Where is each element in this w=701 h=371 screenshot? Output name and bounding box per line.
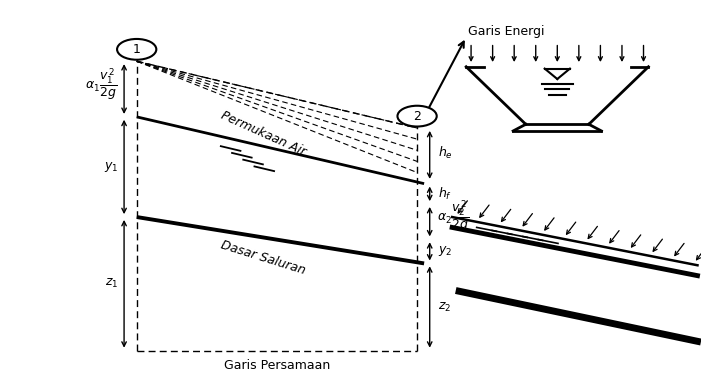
Text: 1: 1 xyxy=(132,43,141,56)
Text: $h_e$: $h_e$ xyxy=(438,145,453,161)
Text: $y_2$: $y_2$ xyxy=(438,244,452,258)
Text: 2: 2 xyxy=(413,109,421,123)
Text: Garis Energi: Garis Energi xyxy=(468,25,545,38)
Text: $h_f$: $h_f$ xyxy=(438,186,452,202)
Text: $z_2$: $z_2$ xyxy=(438,301,451,313)
Text: $z_1$: $z_1$ xyxy=(105,277,118,290)
Text: Dasar Saluran: Dasar Saluran xyxy=(219,239,307,278)
Text: $y_1$: $y_1$ xyxy=(104,160,118,174)
Text: $\alpha_1\dfrac{v_1^{\,2}}{2g}$: $\alpha_1\dfrac{v_1^{\,2}}{2g}$ xyxy=(85,66,117,103)
Circle shape xyxy=(117,39,156,60)
Text: Garis Persamaan: Garis Persamaan xyxy=(224,359,330,371)
Text: $\alpha_2\dfrac{v_2^{\,2}}{2g}$: $\alpha_2\dfrac{v_2^{\,2}}{2g}$ xyxy=(437,199,469,235)
Text: Permukaan Air: Permukaan Air xyxy=(218,109,308,158)
Circle shape xyxy=(397,106,437,127)
